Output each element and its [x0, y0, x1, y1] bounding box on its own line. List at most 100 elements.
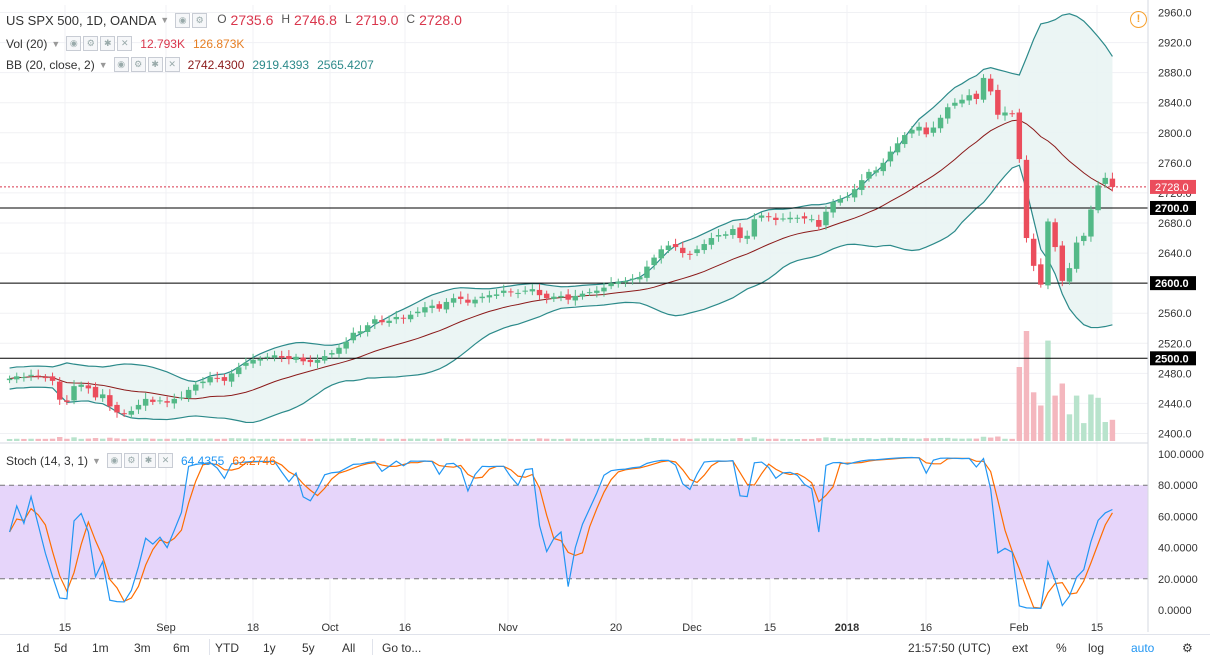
volume-bar: [665, 438, 672, 441]
timeframe-button[interactable]: 1d: [16, 641, 30, 655]
ohlc-value: 2728.0: [419, 12, 462, 28]
candle-body: [522, 290, 528, 292]
chevron-down-icon[interactable]: ▼: [92, 455, 101, 466]
symbol-title[interactable]: US SPX 500, 1D, OANDA: [6, 12, 157, 28]
candle-body: [773, 217, 779, 220]
stoch-tick-label: 0.0000: [1158, 605, 1192, 617]
candle-body: [751, 219, 758, 237]
candle-body: [135, 404, 142, 410]
candle-body: [142, 398, 149, 406]
chevron-down-icon[interactable]: ▼: [160, 15, 170, 25]
timeframe-button[interactable]: 5d: [54, 641, 68, 655]
chevron-down-icon[interactable]: ▼: [98, 59, 108, 70]
volume-bar: [415, 438, 421, 441]
close-icon[interactable]: ✕: [117, 36, 133, 51]
candle-body: [372, 319, 378, 324]
candle-body: [758, 215, 765, 218]
volume-bar: [637, 438, 643, 441]
eye-icon[interactable]: ◉: [66, 36, 82, 51]
stoch-label[interactable]: Stoch (14, 3, 1): [6, 453, 89, 468]
volume-bar: [336, 438, 342, 441]
gear-icon[interactable]: ⚙: [192, 12, 208, 28]
candle-body: [436, 304, 442, 309]
scale-option-log[interactable]: log: [1088, 641, 1105, 655]
candle-body: [1023, 159, 1030, 239]
ohlc-values: O 2735.6 H 2746.8 L 2719.0 C 2728.0: [213, 12, 462, 28]
candle-body: [887, 151, 894, 162]
candle-body: [121, 413, 127, 415]
stoch-tick-label: 80.0000: [1158, 480, 1198, 492]
candle-body: [49, 376, 56, 381]
volume-bar: [715, 438, 722, 441]
timeframe-button[interactable]: 1m: [92, 641, 109, 655]
volume-bar: [486, 438, 493, 441]
timeframe-button[interactable]: 1y: [263, 641, 276, 655]
price-tick-label: 2640.0: [1158, 248, 1192, 260]
timeframe-button[interactable]: YTD: [215, 641, 239, 655]
volume-label[interactable]: Vol (20): [6, 36, 48, 51]
volume-bar: [164, 438, 170, 441]
settings-icon[interactable]: ✱: [147, 57, 163, 72]
timeframe-button[interactable]: 5y: [302, 641, 315, 655]
candle-body: [801, 216, 808, 219]
goto-button[interactable]: Go to...: [382, 641, 422, 655]
volume-bar: [329, 438, 335, 441]
ohlc-value: 2719.0: [355, 12, 399, 28]
scale-option-ext[interactable]: ext: [1012, 641, 1029, 655]
volume-bar: [823, 437, 829, 441]
candle-body: [594, 290, 600, 293]
volume-bar: [601, 438, 607, 441]
eye-icon[interactable]: ◉: [175, 12, 191, 28]
ohlc-value: 2735.6: [230, 12, 274, 28]
candle-body: [658, 249, 664, 259]
scale-option-auto[interactable]: auto: [1131, 641, 1155, 655]
settings-icon[interactable]: ✱: [100, 36, 116, 51]
candle-body: [536, 289, 543, 296]
volume-bar: [207, 438, 213, 441]
stoch-tick-label: 20.0000: [1158, 574, 1198, 586]
volume-bar: [128, 438, 135, 441]
candle-body: [1009, 113, 1015, 115]
eye-icon[interactable]: ◉: [106, 453, 122, 468]
gear-icon[interactable]: ⚙: [123, 453, 139, 468]
volume-bar: [944, 437, 951, 441]
scale-option-percent[interactable]: %: [1056, 641, 1067, 655]
candle-body: [56, 381, 63, 400]
volume-bar: [586, 438, 593, 441]
time-tick-label: 16: [920, 622, 932, 634]
candle-body: [808, 219, 815, 221]
gear-icon[interactable]: ⚙: [83, 36, 99, 51]
candle-body: [422, 307, 428, 313]
volume-bar: [236, 438, 242, 441]
volume-bar: [71, 437, 77, 441]
candle-body: [1016, 112, 1023, 160]
gear-icon[interactable]: ⚙: [130, 57, 146, 72]
timeframe-button[interactable]: All: [342, 641, 356, 655]
settings-icon[interactable]: ✱: [140, 453, 156, 468]
timeframe-button[interactable]: 3m: [134, 641, 151, 655]
close-icon[interactable]: ✕: [164, 57, 180, 72]
timeframe-button[interactable]: 6m: [173, 641, 190, 655]
candle-body: [92, 386, 99, 398]
volume-bar: [228, 438, 235, 441]
volume-bar: [608, 438, 614, 441]
chevron-down-icon[interactable]: ▼: [51, 38, 61, 49]
last-price-label: 2728.0: [1155, 182, 1189, 194]
candle-body: [336, 347, 342, 354]
eye-icon[interactable]: ◉: [113, 57, 129, 72]
candle-body: [479, 296, 485, 299]
volume-bar: [21, 438, 27, 441]
close-icon[interactable]: ✕: [157, 453, 173, 468]
candle-body: [565, 294, 571, 300]
candle-body: [722, 234, 729, 236]
volume-bar: [436, 438, 442, 441]
candle-body: [572, 295, 579, 301]
candle-body: [171, 398, 178, 404]
bb-label[interactable]: BB (20, close, 2): [6, 57, 95, 72]
volume-bar: [565, 438, 571, 441]
price-tick-label: 2560.0: [1158, 308, 1192, 320]
time-axis: 15 Sep 18 Oct 16 Nov 20 Dec 15 2018 16 Feb 15: [59, 622, 1103, 634]
gear-icon[interactable]: ⚙: [1182, 641, 1193, 655]
warning-icon[interactable]: !: [1130, 11, 1147, 28]
